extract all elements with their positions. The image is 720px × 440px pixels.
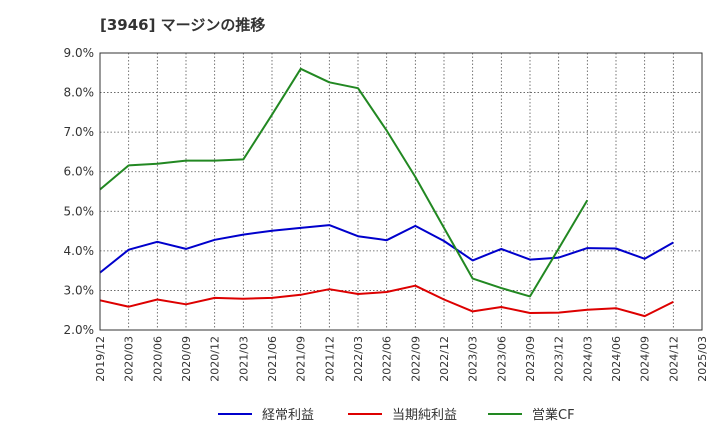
- y-axis-ticks: 2.0% 3.0% 4.0% 5.0% 6.0% 7.0% 8.0% 9.0%: [64, 46, 95, 337]
- x-tick-label: 2025/03: [696, 336, 709, 382]
- x-tick-label: 2020/09: [180, 336, 193, 382]
- y-tick-label: 7.0%: [64, 125, 95, 139]
- x-tick-label: 2024/09: [639, 336, 652, 382]
- x-tick-label: 2023/06: [495, 336, 508, 382]
- x-tick-label: 2023/09: [524, 336, 537, 382]
- x-tick-label: 2022/09: [409, 336, 422, 382]
- x-tick-label: 2020/06: [151, 336, 164, 382]
- chart-title: [3946] マージンの推移: [100, 16, 266, 34]
- x-tick-label: 2021/09: [295, 336, 308, 382]
- x-tick-label: 2024/03: [581, 336, 594, 382]
- y-tick-label: 2.0%: [64, 323, 95, 337]
- y-tick-label: 3.0%: [64, 283, 95, 297]
- legend-label: 経常利益: [262, 408, 314, 423]
- series-line-2: [99, 284, 674, 318]
- x-tick-label: 2020/03: [123, 336, 136, 382]
- series-layer: [99, 67, 674, 318]
- plot-frame: [99, 52, 703, 331]
- y-tick-label: 4.0%: [64, 244, 95, 258]
- legend-label: 当期純利益: [392, 408, 457, 423]
- x-tick-label: 2024/12: [667, 336, 680, 382]
- x-tick-label: 2023/12: [553, 336, 566, 382]
- y-tick-label: 5.0%: [64, 204, 95, 218]
- y-tick-label: 8.0%: [64, 86, 95, 100]
- x-tick-label: 2021/03: [237, 336, 250, 382]
- grid-layer: [100, 53, 702, 330]
- x-tick-label: 2024/06: [610, 336, 623, 382]
- x-tick-label: 2022/03: [352, 336, 365, 382]
- x-tick-label: 2023/03: [467, 336, 480, 382]
- x-tick-label: 2021/12: [323, 336, 336, 382]
- x-axis-ticks: 2019/12 2020/03 2020/06 2020/09 2020/12 2021/…: [94, 336, 709, 382]
- y-tick-label: 6.0%: [64, 165, 95, 179]
- legend: 経常利益 当期純利益 営業CF: [218, 407, 575, 423]
- x-tick-label: 2022/06: [381, 336, 394, 382]
- x-tick-label: 2020/12: [209, 336, 222, 382]
- x-tick-label: 2019/12: [94, 336, 107, 382]
- y-tick-label: 9.0%: [64, 46, 95, 60]
- series-line-3: [99, 67, 589, 298]
- series-line-1: [99, 224, 674, 274]
- x-tick-label: 2021/06: [266, 336, 279, 382]
- x-tick-label: 2022/12: [438, 336, 451, 382]
- legend-label: 営業CF: [532, 407, 575, 423]
